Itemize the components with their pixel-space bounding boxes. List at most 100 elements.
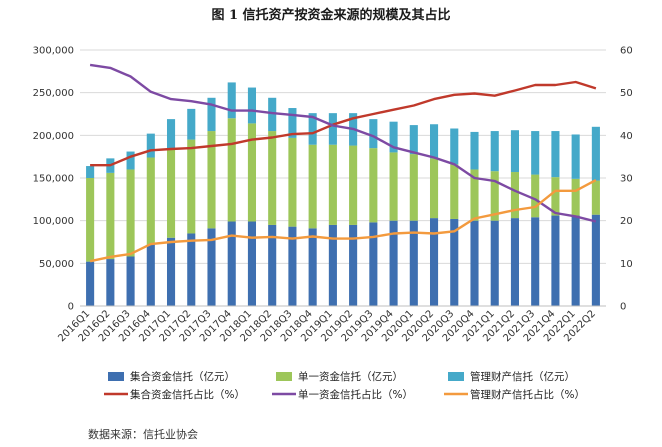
bar-single [450,164,459,219]
line-collective-share [90,80,597,167]
line-property-share [89,179,597,263]
bar-single [470,169,479,221]
y-left-tick-label: 50,000 [39,259,74,270]
y-right-tick-label: 10 [620,259,633,270]
bar-single [146,157,155,245]
legend-label: 管理财产信托（亿元） [470,370,575,383]
bar-collective [247,221,257,306]
bar-collective [531,217,540,306]
y-left-tick-label: 300,000 [33,46,74,57]
chart-title: 图 1 信托资产按资金来源的规模及其占比 [211,7,450,23]
bar-collective [227,221,236,306]
bar-property [207,97,216,132]
legend-label: 单一资金信托占比（%） [298,388,413,401]
bar-collective [166,237,176,306]
bar-property [450,128,459,165]
bar-collective [490,220,499,306]
bar-collective [106,259,115,306]
bar-collective [126,256,135,306]
line-single-share [89,63,597,223]
bar-property [268,97,277,132]
bar-single [308,144,317,229]
bar-collective [288,226,297,306]
y-right-tick-label: 20 [620,216,633,227]
bar-collective [470,220,479,306]
bar-single [227,118,236,222]
y-left-tick-label: 250,000 [33,88,74,99]
bar-property [126,151,135,170]
bar-single [328,144,337,225]
bar-collective [591,214,600,306]
y-right-tick-label: 60 [620,46,633,57]
y-left-tick-label: 200,000 [33,131,74,142]
bar-property [490,131,499,172]
y-right-tick-label: 40 [620,131,633,142]
bar-collective [389,220,398,306]
bar-series [86,82,600,306]
bar-collective [146,244,155,306]
bar-property [510,130,520,173]
legend-label: 管理财产信托占比（%） [470,388,585,401]
bar-single [247,123,257,222]
bar-single [490,171,499,221]
bar-property [409,125,418,155]
bar-property [308,113,317,145]
bar-single [389,152,398,221]
bar-collective [187,233,196,306]
y-left-tick-label: 150,000 [33,174,74,185]
bar-collective [86,261,95,306]
y-left-tick-label: 0 [68,302,74,313]
bar-single [126,169,135,257]
bar-single [531,174,540,218]
legend-swatch-bar [448,372,464,381]
grid-lines [80,49,606,264]
legend: 集合资金信托（亿元） 单一资金信托（亿元） 管理财产信托（亿元） 集合资金信托占比（%… [104,370,585,401]
bar-single [207,131,216,229]
bar-collective [268,224,277,306]
bar-single [268,131,277,225]
y-right-tick-label: 0 [620,302,626,313]
bar-property [288,108,297,138]
bar-single [288,137,297,227]
bar-single [86,178,95,262]
bar-property [470,131,479,170]
bar-property [369,119,378,149]
bar-single [187,139,196,234]
bar-collective [207,228,216,306]
y-left-tick-label: 100,000 [33,216,74,227]
bar-collective [308,228,317,306]
bar-collective [551,215,560,306]
bar-property [187,108,196,140]
bar-property [146,133,155,158]
y-right-tick-label: 50 [620,88,633,99]
y-right-tick-label: 30 [620,174,633,185]
bar-property [591,126,600,181]
bar-single [369,148,378,223]
bar-property [389,121,398,153]
legend-label: 集合资金信托占比（%） [130,388,245,401]
bar-collective [429,218,439,306]
legend-swatch-bar [276,372,292,381]
legend-label: 集合资金信托（亿元） [130,370,235,383]
legend-swatch-bar [108,372,124,381]
bar-single [166,148,176,238]
bar-collective [571,215,580,306]
bar-property [227,82,236,119]
bar-collective [510,218,520,306]
bar-collective [450,218,459,306]
bar-property [166,119,176,149]
bar-single [510,172,520,219]
bar-collective [409,220,418,306]
bar-property [328,113,337,145]
bar-property [551,131,560,178]
bar-property [571,134,580,179]
bar-single [409,154,418,221]
bar-property [531,131,540,175]
bar-collective [328,224,337,306]
bar-single [551,177,560,216]
bar-property [429,124,439,159]
line-series [89,63,597,263]
data-source-note: 数据来源：信托业协会 [88,427,198,441]
bar-single [571,178,580,216]
